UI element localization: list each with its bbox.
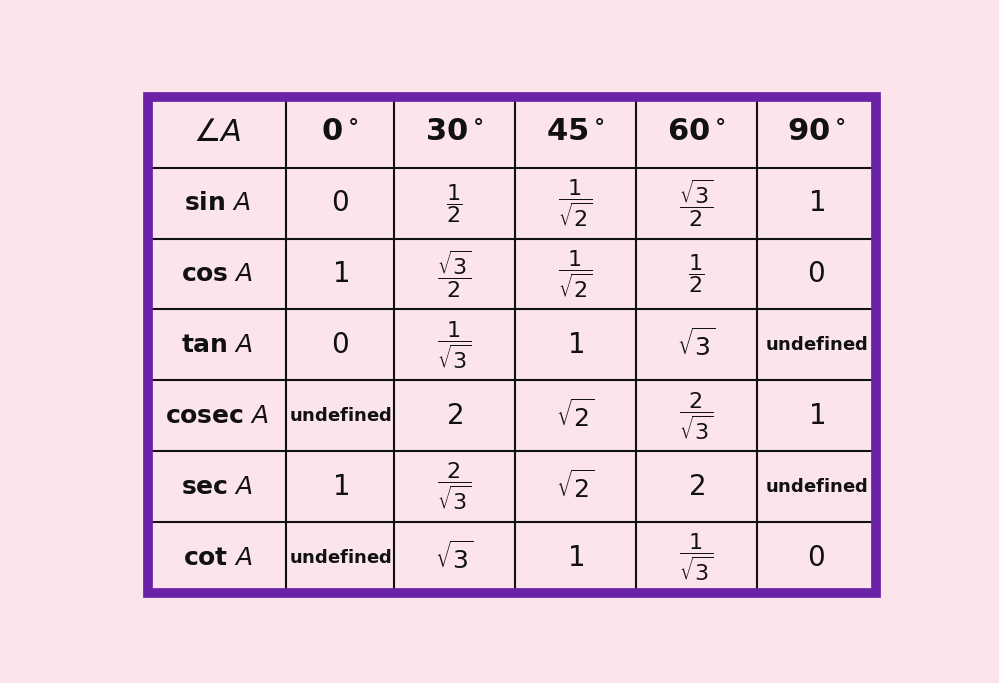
Text: $\angle A$: $\angle A$ [193, 117, 242, 147]
Text: $0$: $0$ [807, 260, 825, 288]
Text: $\dfrac{2}{\sqrt{3}}$: $\dfrac{2}{\sqrt{3}}$ [679, 390, 713, 441]
Text: $\dfrac{\sqrt{3}}{2}$: $\dfrac{\sqrt{3}}{2}$ [438, 249, 472, 300]
Text: $1$: $1$ [808, 402, 825, 430]
Text: $\dfrac{\sqrt{3}}{2}$: $\dfrac{\sqrt{3}}{2}$ [679, 178, 713, 229]
Text: $\mathbf{undefined}$: $\mathbf{undefined}$ [289, 548, 392, 567]
Text: $\dfrac{1}{2}$: $\dfrac{1}{2}$ [688, 253, 704, 296]
Text: $\dfrac{2}{\sqrt{3}}$: $\dfrac{2}{\sqrt{3}}$ [438, 461, 472, 512]
Text: $\mathrm{\mathbf{cot}}\ \mathit{A}$: $\mathrm{\mathbf{cot}}\ \mathit{A}$ [183, 546, 252, 570]
Text: $\mathrm{\mathbf{cosec}}\ \mathit{A}$: $\mathrm{\mathbf{cosec}}\ \mathit{A}$ [165, 404, 270, 428]
Text: $\sqrt{3}$: $\sqrt{3}$ [436, 542, 474, 574]
Text: $1$: $1$ [332, 260, 349, 288]
Text: $\mathrm{\mathbf{sec}}\ \mathit{A}$: $\mathrm{\mathbf{sec}}\ \mathit{A}$ [181, 475, 254, 499]
Text: $\mathbf{undefined}$: $\mathbf{undefined}$ [289, 407, 392, 425]
Text: $1$: $1$ [566, 544, 583, 572]
Text: $\mathrm{\mathbf{cos}}\ \mathit{A}$: $\mathrm{\mathbf{cos}}\ \mathit{A}$ [181, 262, 254, 286]
Text: $\mathbf{60^\circ}$: $\mathbf{60^\circ}$ [666, 117, 725, 147]
Text: $2$: $2$ [447, 402, 463, 430]
Text: $\mathbf{90^\circ}$: $\mathbf{90^\circ}$ [786, 117, 846, 147]
Text: $\mathrm{\mathbf{sin}}\ \mathit{A}$: $\mathrm{\mathbf{sin}}\ \mathit{A}$ [184, 191, 251, 215]
Text: $\mathbf{undefined}$: $\mathbf{undefined}$ [764, 478, 868, 496]
Text: $\mathrm{\mathbf{tan}}\ \mathit{A}$: $\mathrm{\mathbf{tan}}\ \mathit{A}$ [181, 333, 254, 357]
Text: $1$: $1$ [566, 331, 583, 359]
Text: $1$: $1$ [808, 189, 825, 217]
Text: $\dfrac{1}{2}$: $\dfrac{1}{2}$ [447, 182, 463, 225]
Text: $\mathbf{45^\circ}$: $\mathbf{45^\circ}$ [545, 117, 604, 147]
Text: $\dfrac{1}{\sqrt{2}}$: $\dfrac{1}{\sqrt{2}}$ [558, 249, 592, 300]
Text: $1$: $1$ [332, 473, 349, 501]
Text: $\dfrac{1}{\sqrt{2}}$: $\dfrac{1}{\sqrt{2}}$ [558, 178, 592, 229]
Text: $\mathbf{undefined}$: $\mathbf{undefined}$ [764, 336, 868, 354]
Text: $\sqrt{2}$: $\sqrt{2}$ [556, 400, 594, 432]
Text: $\mathbf{0^\circ}$: $\mathbf{0^\circ}$ [322, 117, 360, 147]
Text: $\dfrac{1}{\sqrt{3}}$: $\dfrac{1}{\sqrt{3}}$ [679, 532, 713, 583]
Text: $0$: $0$ [332, 331, 350, 359]
Text: $\sqrt{3}$: $\sqrt{3}$ [676, 329, 715, 361]
Text: $\dfrac{1}{\sqrt{3}}$: $\dfrac{1}{\sqrt{3}}$ [438, 319, 472, 371]
Text: $0$: $0$ [332, 189, 350, 217]
Text: $0$: $0$ [807, 544, 825, 572]
Text: $2$: $2$ [687, 473, 704, 501]
Text: $\mathbf{30^\circ}$: $\mathbf{30^\circ}$ [425, 117, 484, 147]
Text: $\sqrt{2}$: $\sqrt{2}$ [556, 471, 594, 503]
